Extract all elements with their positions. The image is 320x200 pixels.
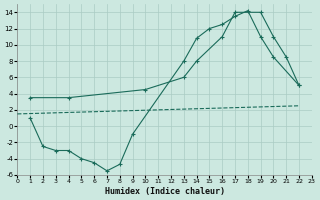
X-axis label: Humidex (Indice chaleur): Humidex (Indice chaleur) — [105, 187, 225, 196]
